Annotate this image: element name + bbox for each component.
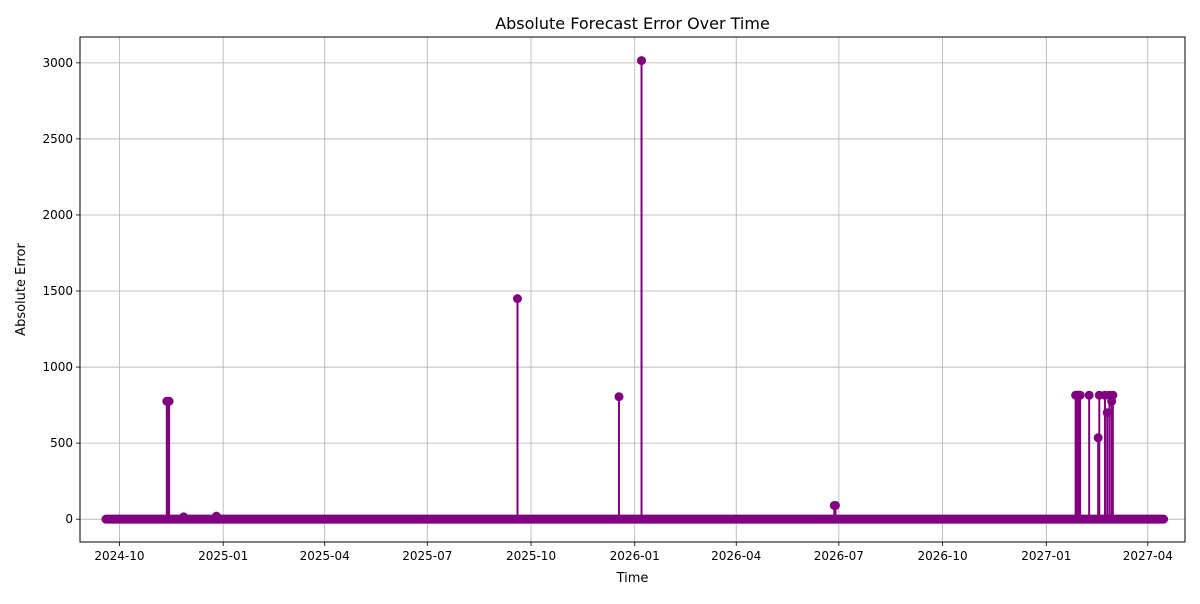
x-tick-label: 2027-04 (1123, 549, 1173, 563)
data-point (164, 396, 174, 406)
data-point (1108, 390, 1118, 400)
y-axis: 0 500 1000 1500 2000 2500 3000 (42, 56, 80, 526)
x-tick-label: 2026-01 (610, 549, 660, 563)
data-point (830, 500, 840, 510)
x-tick-label: 2025-01 (198, 549, 248, 563)
y-tick-label: 2500 (42, 132, 73, 146)
data-point (614, 392, 624, 402)
x-tick-label: 2026-04 (711, 549, 761, 563)
y-tick-label: 3000 (42, 56, 73, 70)
y-tick-label: 2000 (42, 208, 73, 222)
x-tick-label: 2026-10 (918, 549, 968, 563)
x-tick-label: 2025-07 (402, 549, 452, 563)
x-tick-label: 2027-01 (1021, 549, 1071, 563)
x-axis-label: Time (616, 571, 649, 586)
y-tick-label: 1500 (42, 284, 73, 298)
x-tick-label: 2025-04 (300, 549, 350, 563)
data-point (211, 511, 221, 521)
y-axis-label: Absolute Error (14, 243, 29, 336)
x-axis: 2024-10 2025-01 2025-04 2025-07 2025-10 2026-… (94, 542, 1173, 563)
x-tick-label: 2025-10 (506, 549, 556, 563)
series-error (101, 56, 1169, 524)
data-point (1102, 408, 1112, 418)
y-tick-label: 500 (50, 436, 73, 450)
data-point (1093, 433, 1103, 443)
x-tick-label: 2026-07 (814, 549, 864, 563)
chart-title: Absolute Forecast Error Over Time (495, 14, 770, 33)
data-point (1075, 390, 1085, 400)
y-tick-label: 0 (65, 512, 73, 526)
y-tick-label: 1000 (42, 360, 73, 374)
data-point (179, 512, 189, 522)
plot-frame (79, 36, 1186, 543)
data-point (1084, 390, 1094, 400)
x-tick-label: 2024-10 (94, 549, 144, 563)
data-point (637, 56, 647, 66)
data-point (512, 294, 522, 304)
